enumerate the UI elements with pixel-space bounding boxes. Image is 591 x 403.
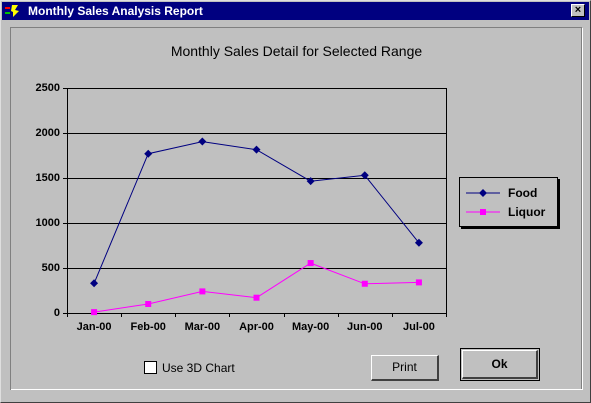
y-tick-label: 1500 (35, 172, 60, 184)
data-point-food (414, 238, 423, 247)
print-button-label: Print (392, 360, 417, 374)
legend-item-food: Food (464, 186, 556, 200)
close-button[interactable]: × (571, 4, 585, 17)
data-point-food (252, 145, 261, 154)
print-button[interactable]: Print (371, 355, 439, 381)
x-tick-label: May-00 (291, 321, 330, 333)
close-icon: × (574, 4, 582, 16)
y-tick-label: 500 (41, 262, 60, 274)
ok-button-label: Ok (491, 357, 508, 371)
chart-panel: Monthly Sales Detail for Selected Range … (10, 27, 583, 391)
data-point-food (198, 137, 207, 146)
data-point-liquor (253, 294, 260, 301)
ok-button-face: Ok (462, 350, 538, 379)
data-point-food (360, 171, 369, 180)
use-3d-chart-label[interactable]: Use 3D Chart (162, 361, 235, 375)
app-logo-icon (5, 5, 19, 17)
legend-label-food: Food (508, 186, 538, 200)
data-point-food (306, 177, 315, 186)
x-tick-label: Mar-00 (184, 321, 221, 333)
title-bar[interactable]: Monthly Sales Analysis Report × (2, 2, 589, 20)
data-point-food (90, 279, 99, 288)
data-point-liquor (415, 279, 422, 286)
data-point-liquor (91, 309, 98, 316)
legend-label-liquor: Liquor (508, 205, 546, 219)
x-tick-label: Feb-00 (130, 321, 166, 333)
use-3d-chart-checkbox[interactable] (144, 361, 157, 374)
chart-legend: Food Liquor (459, 177, 558, 227)
y-tick-label: 0 (53, 307, 60, 319)
ok-button[interactable]: Ok (460, 348, 540, 381)
sales-chart (10, 27, 583, 390)
window-title: Monthly Sales Analysis Report (28, 4, 203, 18)
x-tick-label: Jul-00 (403, 321, 435, 333)
data-point-liquor (199, 288, 206, 295)
data-point-liquor (361, 280, 368, 287)
series-line-liquor (94, 262, 419, 313)
legend-item-liquor: Liquor (464, 205, 556, 219)
y-tick-label: 1000 (35, 217, 60, 229)
chart-title: Monthly Sales Detail for Selected Range (170, 43, 423, 59)
series-line-food (93, 141, 420, 284)
x-tick-label: Jan-00 (76, 321, 112, 333)
food-series-swatch-icon (466, 189, 500, 197)
data-point-liquor (145, 301, 152, 307)
data-point-liquor (307, 260, 314, 267)
x-tick-label: Apr-00 (239, 321, 274, 333)
data-point-food (144, 149, 153, 158)
x-tick-label: Jun-00 (347, 321, 383, 333)
y-tick-label: 2500 (35, 82, 60, 94)
liquor-series-swatch-icon (466, 209, 500, 215)
y-tick-label: 2000 (35, 127, 60, 139)
